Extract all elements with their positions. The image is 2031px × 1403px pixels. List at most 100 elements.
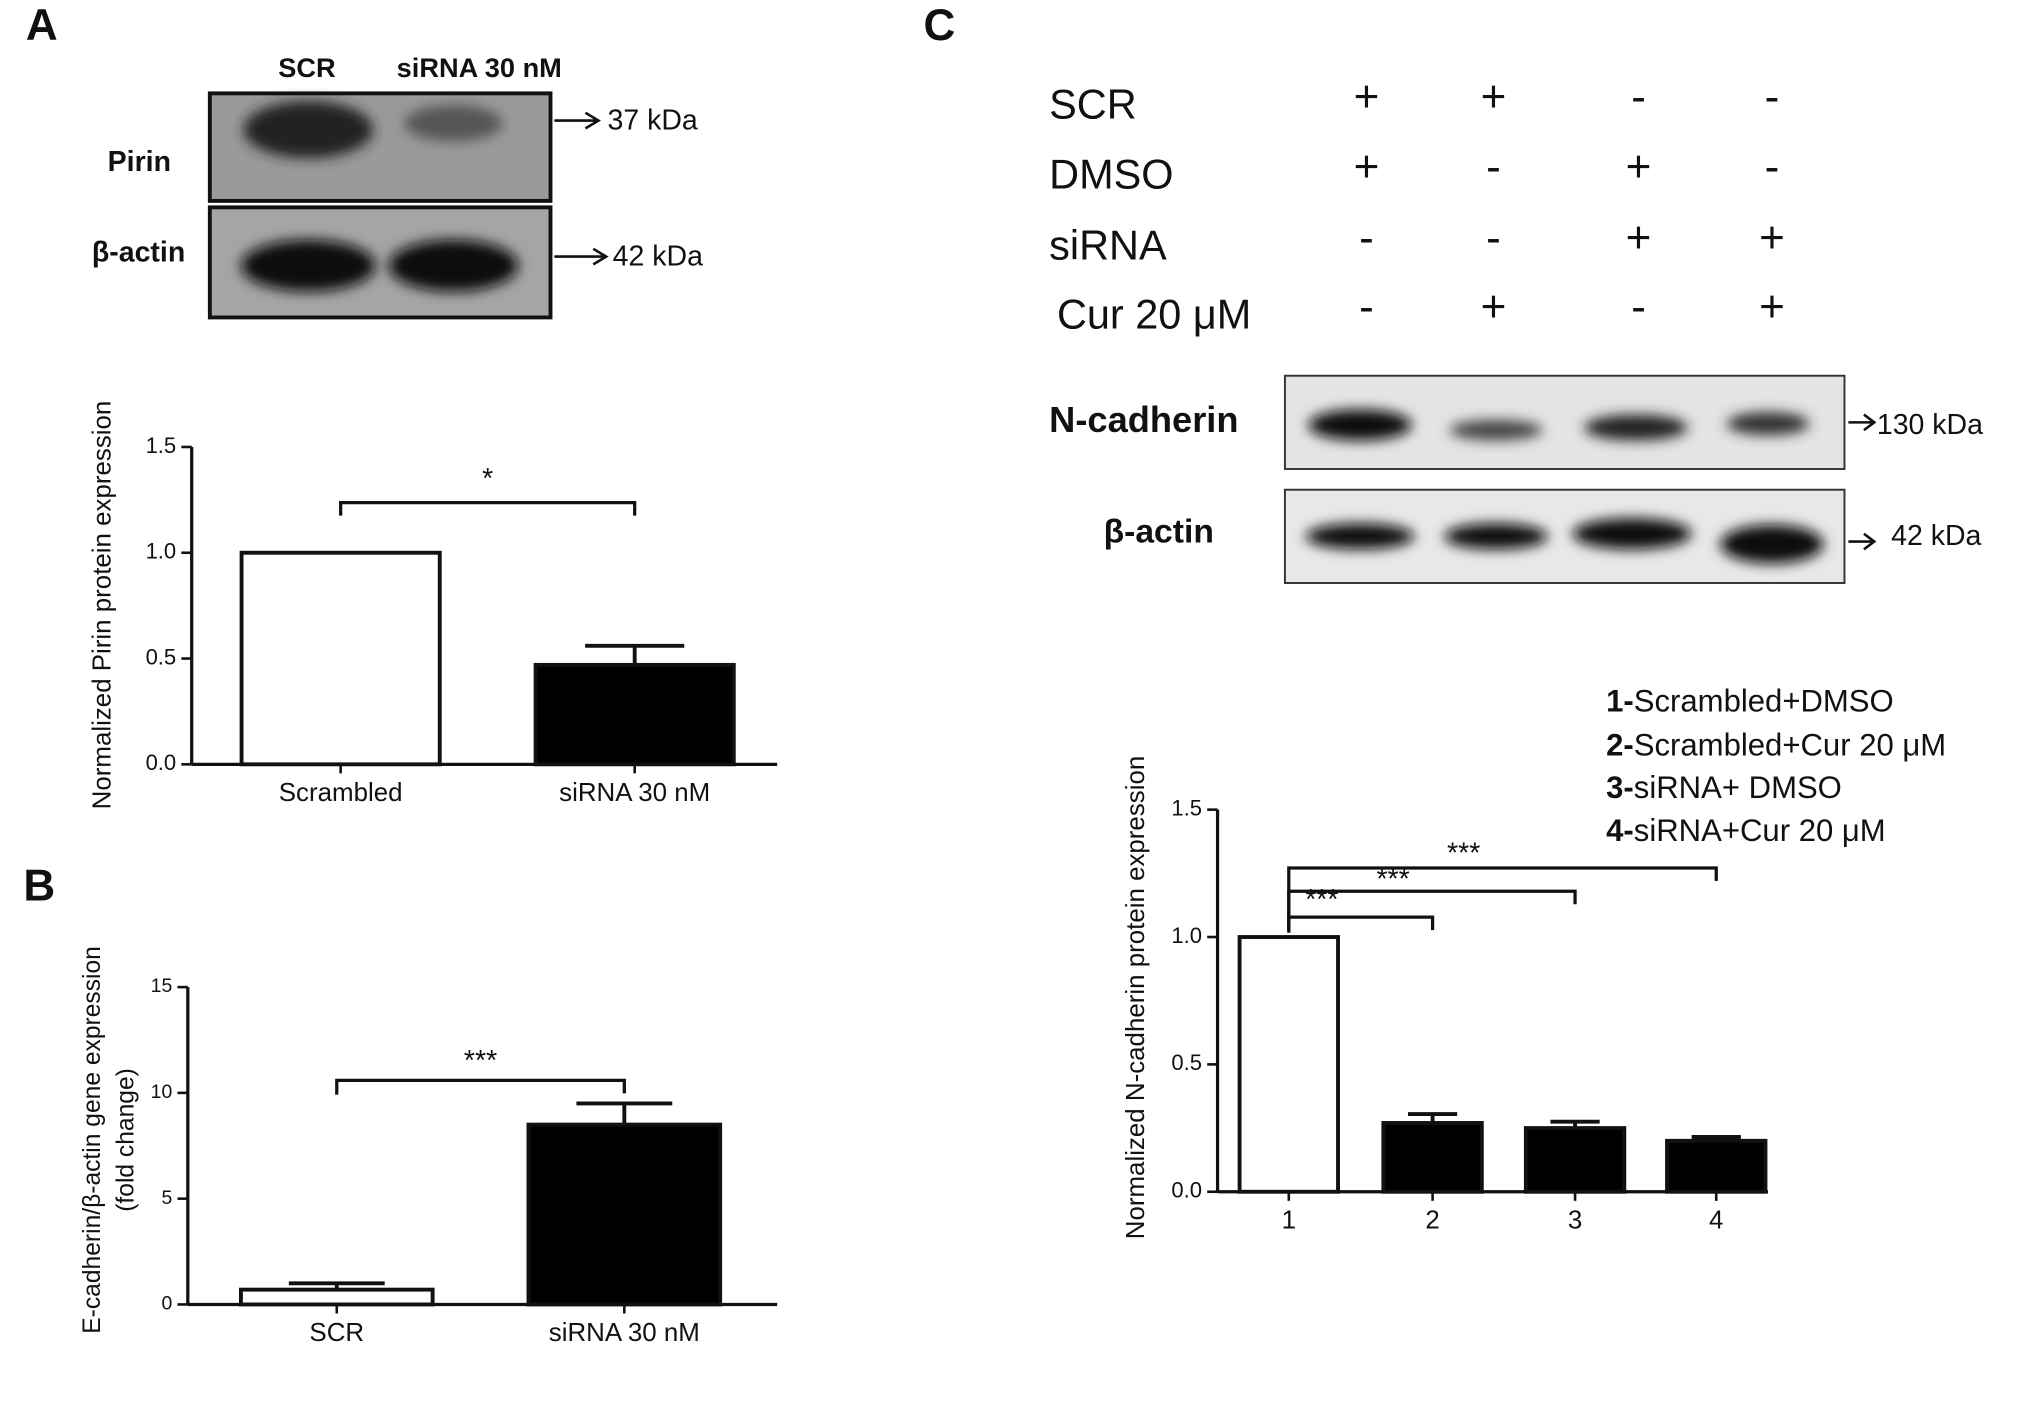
x-tick-label: 1 bbox=[1282, 1206, 1296, 1234]
blot-label: β-actin bbox=[92, 237, 185, 269]
condition-mark: + bbox=[1759, 214, 1785, 263]
lane-label: SCR bbox=[278, 52, 336, 83]
legend-text: siRNA+Cur 20 μM bbox=[1634, 813, 1886, 848]
lane-label: siRNA 30 nM bbox=[397, 52, 562, 83]
legend-entry: 4-siRNA+Cur 20 μM bbox=[1606, 813, 1886, 848]
condition-mark: - bbox=[1486, 214, 1501, 263]
blot-label: Pirin bbox=[108, 146, 171, 178]
condition-mark: - bbox=[1486, 142, 1501, 191]
bar bbox=[239, 550, 442, 767]
legend-entry: 2-Scrambled+Cur 20 μM bbox=[1606, 728, 1946, 763]
significance-bracket bbox=[1287, 866, 1718, 931]
y-axis-label: Normalized Pirin protein expression bbox=[88, 401, 116, 810]
significance-label: *** bbox=[464, 1045, 497, 1077]
blot-band bbox=[1720, 524, 1824, 564]
y-axis-label: (fold change) bbox=[112, 1068, 139, 1212]
panel-label: B bbox=[23, 861, 55, 910]
blot-label: β-actin bbox=[1104, 514, 1214, 551]
panel-label: C bbox=[924, 1, 956, 50]
bar bbox=[1237, 935, 1340, 1194]
bar bbox=[1523, 1126, 1627, 1194]
blot-band bbox=[1449, 419, 1543, 441]
condition-mark: + bbox=[1481, 282, 1507, 331]
y-tick-label: 0.5 bbox=[146, 644, 177, 669]
x-tick-label: 2 bbox=[1425, 1206, 1439, 1234]
blot-band bbox=[1305, 523, 1415, 550]
condition-mark: - bbox=[1765, 142, 1780, 191]
y-tick-label: 1.0 bbox=[1171, 923, 1202, 948]
condition-mark: - bbox=[1359, 214, 1374, 263]
bar bbox=[1381, 1121, 1484, 1194]
blot-band bbox=[388, 239, 519, 292]
error-bar bbox=[576, 1101, 673, 1125]
y-tick-label: 0.0 bbox=[1171, 1178, 1202, 1203]
y-tick-label: 1.5 bbox=[1171, 795, 1202, 820]
legend-key: 1- bbox=[1606, 684, 1634, 719]
significance-bracket bbox=[335, 1078, 626, 1095]
legend-key: 2- bbox=[1606, 728, 1634, 763]
condition-mark: - bbox=[1765, 72, 1780, 121]
condition-mark: + bbox=[1354, 142, 1380, 191]
blot-label: N-cadherin bbox=[1049, 399, 1238, 440]
y-tick-label: 0 bbox=[161, 1293, 172, 1315]
condition-mark: - bbox=[1359, 282, 1374, 331]
bar bbox=[526, 1122, 723, 1307]
legend-entry: 1-Scrambled+DMSO bbox=[1606, 684, 1894, 719]
x-tick-label: Scrambled bbox=[279, 779, 403, 807]
x-tick-label: 4 bbox=[1709, 1206, 1723, 1234]
arrow bbox=[554, 247, 609, 266]
blot-band bbox=[404, 105, 503, 142]
x-tick-label: SCR bbox=[309, 1319, 364, 1347]
blot-band bbox=[1726, 412, 1810, 436]
bar bbox=[1665, 1138, 1768, 1194]
condition-label: Cur 20 μM bbox=[1057, 290, 1251, 337]
y-axis-label: Normalized N-cadherin protein expression bbox=[1122, 756, 1150, 1240]
legend-entry: 3-siRNA+ DMSO bbox=[1606, 770, 1842, 805]
significance-bracket bbox=[339, 501, 637, 516]
y-tick-label: 0.0 bbox=[146, 750, 177, 775]
condition-mark: + bbox=[1481, 72, 1507, 121]
blot-band bbox=[1572, 518, 1692, 550]
legend-text: Scrambled+Cur 20 μM bbox=[1634, 728, 1946, 763]
condition-mark: + bbox=[1354, 72, 1380, 121]
x-tick-label: siRNA 30 nM bbox=[549, 1319, 700, 1347]
bar bbox=[533, 662, 736, 767]
bar bbox=[238, 1287, 435, 1307]
arrow bbox=[1848, 532, 1877, 551]
condition-mark: - bbox=[1631, 282, 1646, 331]
size-label: 37 kDa bbox=[607, 104, 697, 136]
y-tick-label: 10 bbox=[151, 1081, 173, 1103]
y-tick-label: 15 bbox=[151, 975, 173, 997]
legend-text: Scrambled+DMSO bbox=[1634, 684, 1894, 719]
y-tick-label: 1.5 bbox=[146, 433, 177, 458]
blot-band bbox=[243, 101, 374, 159]
significance-label: *** bbox=[1447, 838, 1480, 870]
condition-mark: + bbox=[1759, 282, 1785, 331]
arrow bbox=[1848, 413, 1877, 432]
legend-key: 3- bbox=[1606, 770, 1634, 805]
blot-band bbox=[240, 239, 376, 292]
panel-label: A bbox=[26, 1, 58, 50]
size-label: 42 kDa bbox=[613, 240, 703, 272]
error-bar bbox=[585, 643, 685, 665]
condition-label: siRNA bbox=[1049, 222, 1167, 269]
condition-mark: - bbox=[1631, 72, 1646, 121]
condition-label: SCR bbox=[1049, 81, 1137, 128]
y-tick-label: 5 bbox=[161, 1187, 172, 1209]
x-tick-label: 3 bbox=[1568, 1206, 1582, 1234]
legend-key: 4- bbox=[1606, 813, 1634, 848]
significance-label: *** bbox=[1305, 884, 1338, 916]
x-tick-label: siRNA 30 nM bbox=[559, 779, 710, 807]
condition-mark: + bbox=[1626, 142, 1652, 191]
y-tick-label: 1.0 bbox=[146, 539, 177, 564]
condition-table: SCR + + - - DMSO + - + - siRNA - - + + Cur 20 μM - + - + bbox=[1049, 72, 1785, 337]
significance-label: * bbox=[482, 463, 493, 495]
condition-mark: + bbox=[1626, 214, 1652, 263]
y-tick-label: 0.5 bbox=[1171, 1050, 1202, 1075]
legend-text: siRNA+ DMSO bbox=[1634, 770, 1842, 805]
blot-band bbox=[1584, 414, 1688, 441]
arrow bbox=[554, 111, 601, 130]
y-axis-label: E-cadherin/β-actin gene expression bbox=[79, 946, 106, 1334]
size-label: 42 kDa bbox=[1891, 520, 1981, 552]
